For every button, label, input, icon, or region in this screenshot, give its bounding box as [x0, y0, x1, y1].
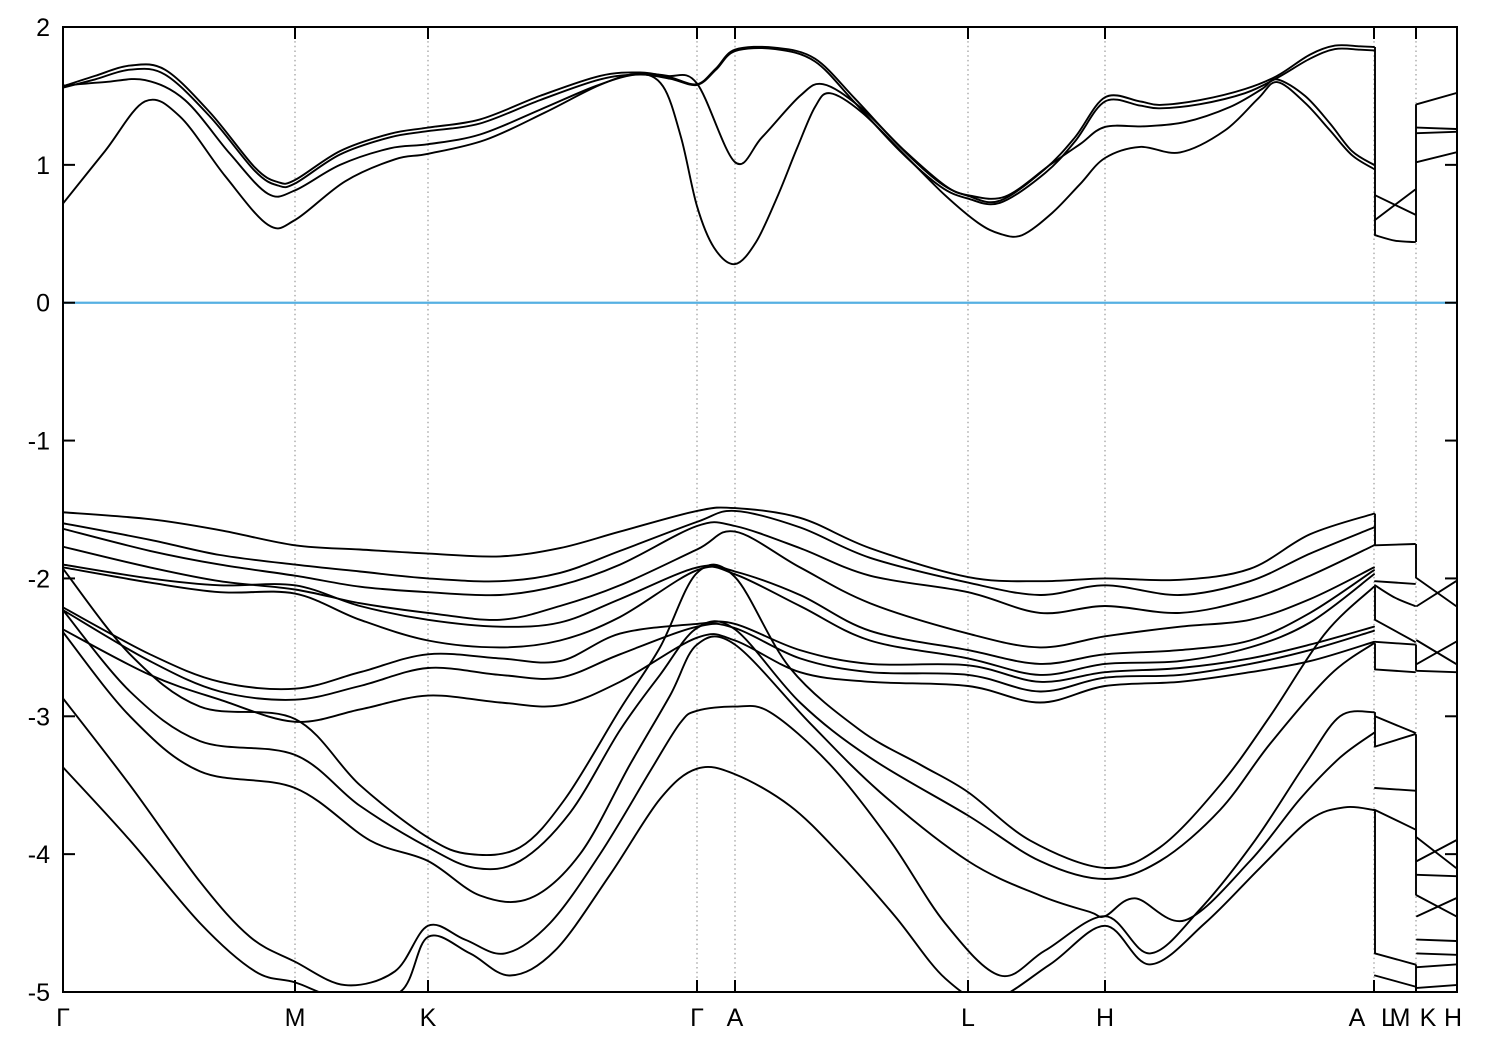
band-valence-band-2	[64, 509, 1375, 596]
x-axis-kpoint-label: H	[1444, 1004, 1462, 1032]
x-axis-kpoint-label: M	[285, 1004, 306, 1032]
band-panel-KH-valence-6	[1416, 836, 1456, 869]
band-panel-KH-valence-7	[1416, 839, 1456, 862]
y-axis-label: -2	[28, 565, 50, 593]
band-panel-LM-conduction-3	[1374, 234, 1416, 244]
band-panel-LM-valence-1	[1374, 543, 1416, 547]
band-conduction-band-4	[64, 72, 1375, 266]
y-axis-label: 1	[36, 152, 50, 180]
band-conduction-band-3	[64, 72, 1375, 200]
y-axis-label: 2	[36, 14, 50, 42]
band-valence-band-11	[64, 609, 1375, 880]
band-panel-KH-conduction-2	[1416, 126, 1456, 130]
band-panel-KH-valence-10	[1416, 897, 1456, 918]
band-panel-KH-valence-8	[1416, 873, 1456, 878]
x-axis-kpoint-label: L	[961, 1004, 975, 1032]
band-panel-KH-valence-4	[1416, 640, 1456, 665]
x-axis-kpoint-label: Γ	[690, 1004, 704, 1032]
band-panel-KH-valence-13	[1416, 963, 1456, 969]
band-panel-LM-valence-10	[1374, 809, 1416, 831]
band-panel-LM-valence-5	[1374, 640, 1416, 646]
plot-frame	[62, 26, 1458, 993]
band-panel-LM-valence-7	[1374, 715, 1416, 734]
x-axis-kpoint-label: Γ	[56, 1004, 70, 1032]
band-valence-band-8	[64, 609, 1375, 701]
bands-group	[64, 44, 1456, 991]
band-panel-KH-valence-1	[1416, 577, 1456, 607]
band-panel-LM-valence-8	[1374, 733, 1416, 748]
band-panel-LM-valence-4	[1374, 618, 1416, 643]
band-valence-band-12	[64, 631, 1375, 923]
band-panel-LM-valence-3	[1374, 584, 1416, 607]
band-panel-KH-conduction-4	[1416, 151, 1456, 164]
x-axis-kpoint-label: K	[420, 1004, 437, 1032]
x-axis-kpoint-label: M	[1390, 1004, 1411, 1032]
x-axis-kpoint-label: K	[1420, 1004, 1437, 1032]
x-axis-kpoint-label: L	[1381, 1004, 1395, 1032]
band-panel-LM-conduction-2	[1374, 188, 1416, 221]
band-panel-KH-valence-9	[1416, 894, 1456, 918]
y-axis-label: -3	[28, 703, 50, 731]
y-axis-label: -1	[28, 428, 50, 456]
band-panel-KH-conduction-1	[1416, 92, 1456, 106]
band-valence-band-4	[64, 530, 1375, 649]
band-panel-LM-valence-11	[1374, 952, 1416, 966]
band-panel-LM-valence-9	[1374, 787, 1416, 792]
band-valence-band-9	[64, 628, 1375, 723]
band-panel-LM-valence-12	[1374, 974, 1416, 988]
band-panel-KH-valence-12	[1416, 952, 1456, 956]
band-valence-band-5	[64, 563, 1375, 665]
y-axis-label: 0	[36, 290, 50, 318]
band-panel-LM-valence-2	[1374, 580, 1416, 585]
band-panel-LM-valence-6	[1374, 668, 1416, 674]
band-panel-KH-valence-5	[1416, 669, 1456, 674]
band-panel-KH-conduction-3	[1416, 130, 1456, 135]
x-axis-kpoint-label: H	[1096, 1004, 1114, 1032]
band-valence-band-3	[64, 521, 1375, 615]
band-valence-band-14	[64, 765, 1375, 991]
band-panel-KH-valence-2	[1416, 580, 1456, 607]
band-valence-band-1	[64, 506, 1375, 583]
y-axis-label: -5	[28, 979, 50, 1007]
x-axis-kpoint-label: A	[1349, 1004, 1366, 1032]
x-axis-kpoint-label: A	[727, 1004, 744, 1032]
band-conduction-band-1	[64, 44, 1375, 204]
band-conduction-band-2	[64, 47, 1375, 206]
band-panel-KH-valence-11	[1416, 938, 1456, 942]
y-axis-label: -4	[28, 841, 50, 869]
band-valence-band-10	[64, 563, 1375, 869]
band-valence-band-6	[64, 565, 1375, 676]
band-panel-KH-valence-14	[1416, 984, 1456, 989]
band-valence-band-13	[64, 698, 1375, 987]
